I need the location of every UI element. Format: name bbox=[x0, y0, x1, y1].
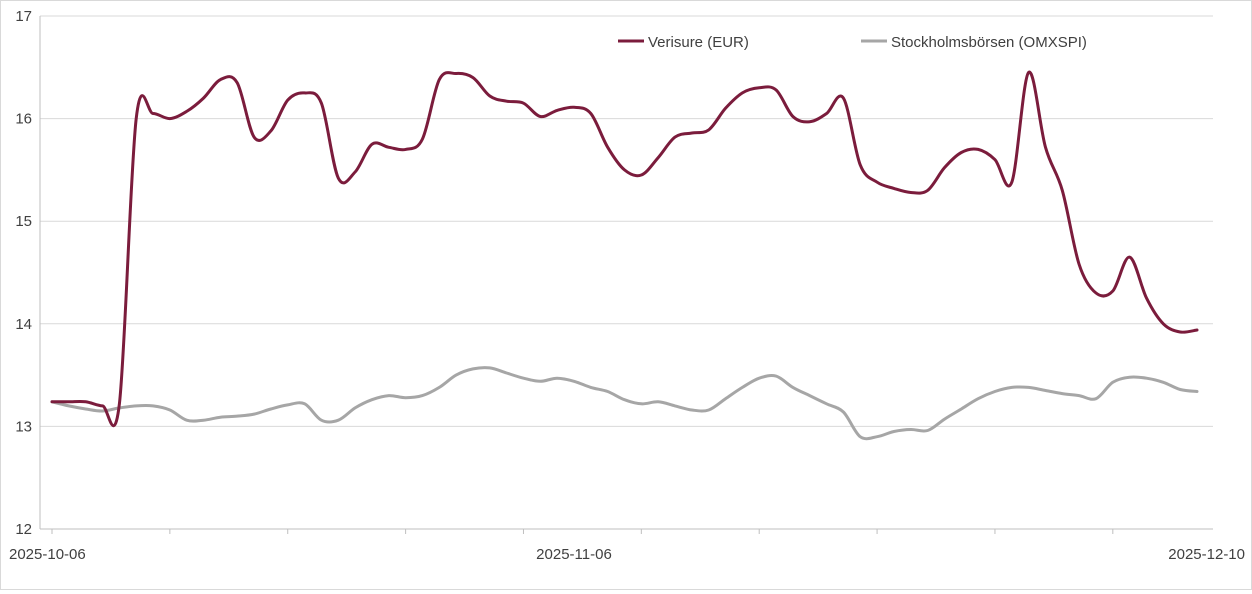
legend-label-0: Verisure (EUR) bbox=[648, 34, 749, 51]
y-tick-label: 12 bbox=[15, 521, 32, 538]
x-tick-label: 2025-10-06 bbox=[9, 546, 86, 563]
legend: Verisure (EUR) Stockholmsbörsen (OMXSPI) bbox=[618, 34, 1087, 51]
x-tick-label: 2025-12-10 bbox=[1168, 546, 1245, 563]
y-tick-label: 14 bbox=[15, 316, 32, 333]
legend-label-1: Stockholmsbörsen (OMXSPI) bbox=[891, 34, 1087, 51]
y-tick-label: 15 bbox=[15, 213, 32, 230]
y-tick-label: 16 bbox=[15, 111, 32, 128]
grid-lines bbox=[40, 15, 1213, 427]
x-tick-label: 2025-11-06 bbox=[536, 546, 612, 563]
y-tick-label: 13 bbox=[15, 418, 32, 435]
y-tick-label: 17 bbox=[15, 8, 32, 25]
axes: 12 13 14 15 16 17 2025-10-06 2025-11-06 2025-12-… bbox=[9, 8, 1245, 563]
series-line-1 bbox=[50, 366, 1199, 441]
series-lines bbox=[50, 70, 1199, 441]
series-line-0 bbox=[50, 70, 1199, 427]
